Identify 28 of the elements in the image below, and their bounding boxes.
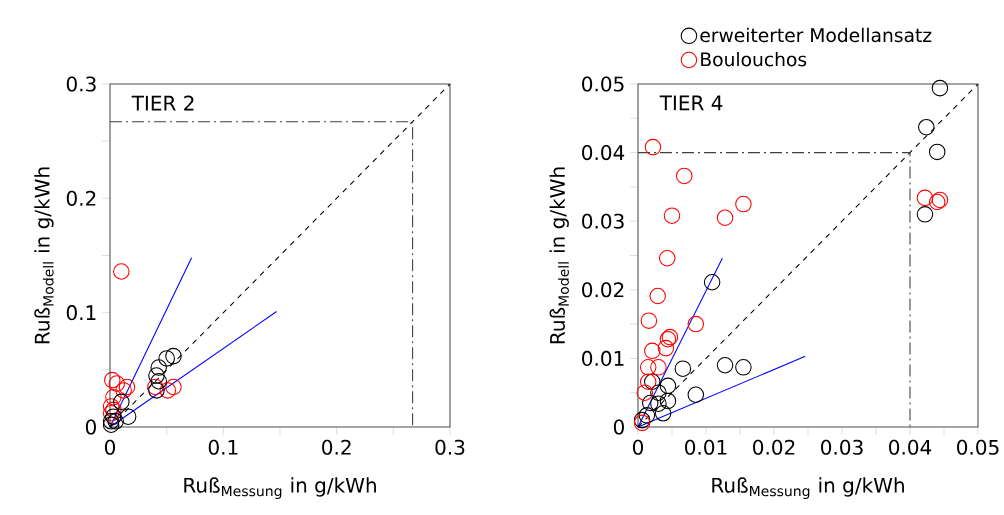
y-tick-label: 0.04: [582, 145, 625, 161]
x-tick-label: 0.04: [889, 439, 932, 455]
x-tick-label: 0.3: [435, 439, 465, 455]
x-axis-title: Ruß$_{Messung}$ in g/kWh: [184, 477, 376, 500]
y-tick-label: 0.1: [66, 305, 96, 321]
y-tick-label: 0.03: [582, 213, 624, 229]
y-tick-label: 0.3: [66, 76, 96, 92]
x-tick-label: 0.03: [821, 439, 863, 455]
x-tick-label: 0.01: [685, 439, 727, 455]
y-tick-label: 0.02: [582, 282, 624, 298]
legend-label: erweiterter Modellansatz: [700, 27, 932, 43]
y-tick-label: 0.05: [582, 76, 624, 92]
x-tick-label: 0.02: [753, 439, 795, 455]
y-tick-label: 0.01: [582, 350, 624, 366]
x-tick-label: 0: [104, 439, 116, 455]
x-tick-label: 0.2: [322, 439, 351, 455]
y-tick-label: 0.2: [66, 190, 96, 206]
x-tick-label: 0.05: [957, 439, 999, 455]
y-tick-label: 0: [613, 419, 624, 435]
x-axis-title: Ruß$_{Messung}$ in g/kWh: [712, 477, 904, 500]
annotation: TIER 2: [131, 95, 194, 111]
x-tick-label: 0: [632, 439, 644, 455]
y-tick-label: 0: [85, 419, 96, 435]
legend-label: Boulouchos: [701, 51, 807, 67]
x-tick-label: 0.1: [208, 439, 238, 455]
y-axis-title: Ruß$_{Modell}$ in g/kWh: [34, 167, 54, 344]
annotation: TIER 4: [659, 95, 723, 111]
y-axis-title: Ruß$_{Modell}$ in g/kWh: [549, 167, 569, 344]
